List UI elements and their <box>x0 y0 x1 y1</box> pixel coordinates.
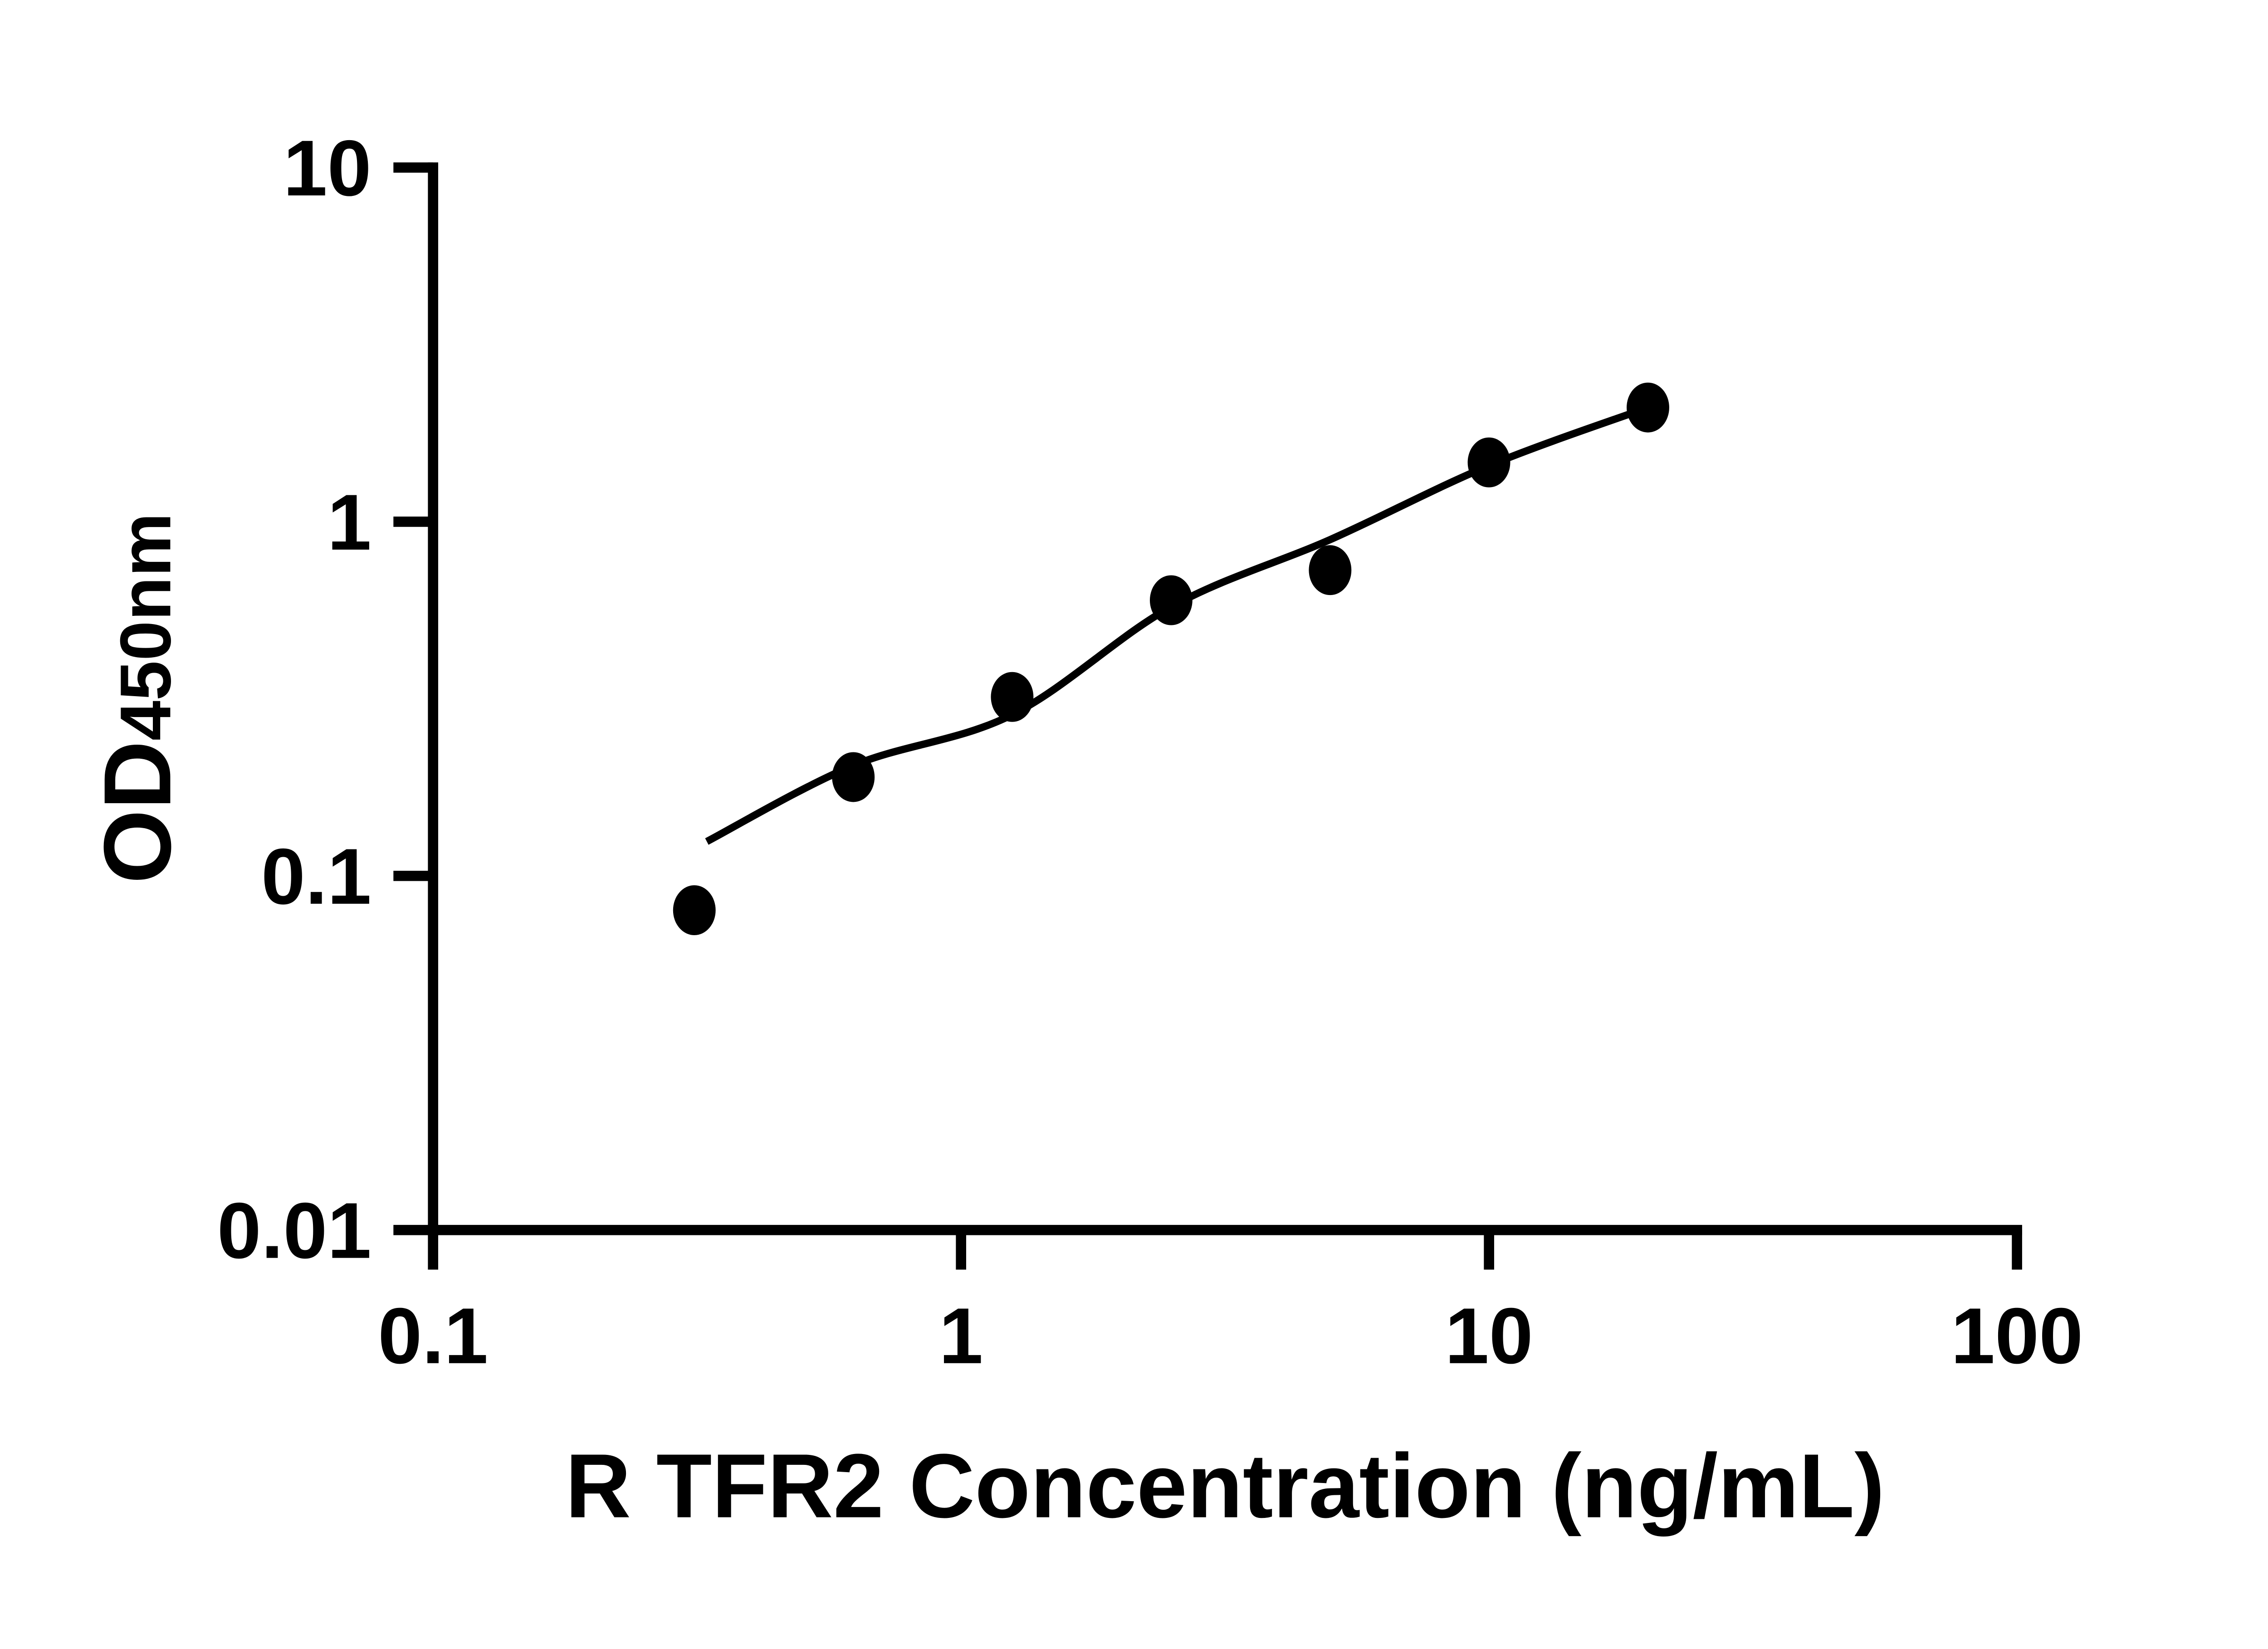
x-tick-label: 100 <box>1951 1292 2083 1381</box>
y-tick-label: 0.1 <box>261 833 371 921</box>
y-tick-label: 10 <box>283 124 371 213</box>
x-tick-label: 1 <box>939 1292 983 1381</box>
data-point <box>673 885 716 936</box>
x-tick-label: 0.1 <box>378 1292 488 1381</box>
data-point <box>1467 437 1510 488</box>
y-axis-title-subscript: 450nm <box>105 513 186 741</box>
data-point <box>832 752 875 802</box>
y-tick-label: 1 <box>327 478 371 567</box>
x-axis-title: R TFR2 Concentration (ng/mL) <box>565 1435 1885 1537</box>
y-axis-title-main: OD <box>84 741 191 884</box>
x-tick-label: 10 <box>1445 1292 1533 1381</box>
data-point <box>1149 575 1193 625</box>
data-point <box>1627 382 1669 433</box>
data-point <box>1309 545 1352 595</box>
y-axis-title: OD450nm <box>84 513 191 884</box>
data-point <box>991 672 1034 722</box>
y-tick-label: 0.01 <box>217 1187 371 1275</box>
